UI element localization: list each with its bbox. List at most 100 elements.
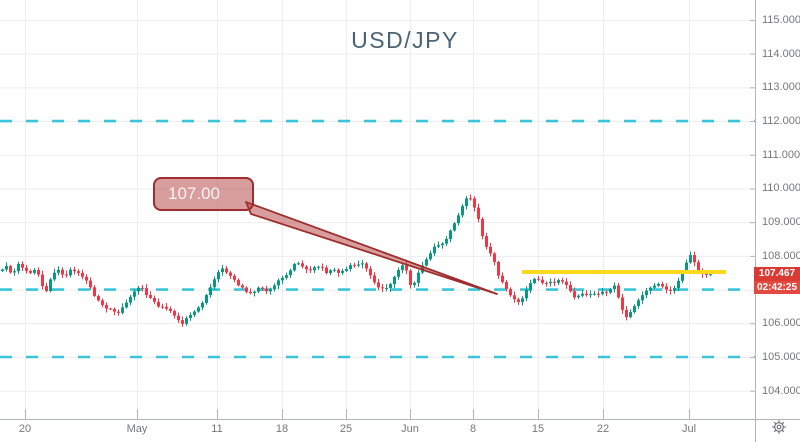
candle-body [505,282,508,289]
candle-body [689,255,692,263]
candle-body [657,283,660,286]
time-axis-label: 22 [596,423,610,435]
candle-body [273,285,276,290]
candle-body [217,272,220,280]
candle-body [613,285,616,290]
candle-body [121,307,124,313]
candle-body [541,279,544,283]
candle-body [653,285,656,288]
candle-body [125,302,128,308]
candle-body [469,198,472,200]
candle-body [617,285,620,298]
candle-body [325,267,328,273]
candle-body [97,296,100,301]
candle-body [137,287,140,292]
candle-body [333,269,336,271]
price-axis-label: 115.000 [762,13,800,26]
price-axis-line [755,0,756,442]
candle-body [561,280,564,282]
candle-body [105,304,108,309]
candle-body [185,318,188,324]
candle-body [433,246,436,254]
price-axis-label: 108.000 [762,249,800,262]
candle-body [685,262,688,272]
candle-body [453,223,456,231]
candle-body [345,268,348,271]
candle-body [169,308,172,311]
candle-body [9,266,12,273]
candle-body [545,282,548,284]
candle-body [65,274,68,276]
time-tick [410,409,411,419]
time-axis-label: 25 [339,423,353,435]
candle-body [629,312,632,318]
candle-body [585,293,588,296]
candle-body [309,269,312,271]
candle-body [493,253,496,262]
candle-body [109,308,112,310]
candle-body [1,269,4,272]
candle-body [377,282,380,288]
candle-body [409,270,412,286]
candle-body [625,309,628,318]
candle-body [141,287,144,289]
candle-body [557,280,560,283]
candle-body [389,284,392,288]
candle-body [461,206,464,216]
candle-body [197,307,200,312]
candle-body [705,273,708,275]
candle-body [301,263,304,267]
candle-body [329,270,332,273]
candle-body [17,263,20,272]
price-axis-label: 112.000 [762,115,800,128]
time-tick [346,409,347,419]
candle-body [641,295,644,301]
candle-body [269,289,272,292]
price-axis-label: 114.000 [762,47,800,60]
candle-body [229,272,232,276]
candle-body [449,230,452,239]
candle-body [401,265,404,270]
time-tick [282,409,283,419]
candle-body [577,295,580,298]
price-callout[interactable]: 107.00 [153,177,254,211]
candle-body [193,311,196,315]
candle-body [593,293,596,295]
candle-body [537,278,540,280]
candle-body [645,290,648,296]
candle-body [473,198,476,208]
candle-body [321,266,324,268]
candle-body [357,264,360,266]
candle-body [365,263,368,269]
candle-body [429,253,432,260]
candle-body [525,289,528,299]
candle-body [317,266,320,268]
candle-body [165,306,168,309]
candle-body [521,298,524,302]
candle-body [481,218,484,237]
candle-body [665,286,668,290]
candle-body [477,207,480,219]
candle-body [61,269,64,275]
candle-body [21,263,24,268]
candle-body [621,297,624,310]
candle-body [245,287,248,292]
candle-body [513,295,516,300]
candle-body [261,287,264,289]
candle-body [405,265,408,271]
candle-body [265,288,268,292]
candle-body [565,281,568,285]
candle-body [53,272,56,280]
price-axis-label: 113.000 [762,81,800,94]
price-callout-label: 107.00 [168,184,220,203]
gear-icon[interactable] [770,418,788,436]
time-axis-line [0,419,800,420]
price-axis-label: 106.000 [762,317,800,330]
time-tick [217,409,218,419]
candle-body [589,294,592,296]
chart-canvas[interactable] [0,0,756,419]
candle-body [285,275,288,278]
candle-body [697,262,700,272]
candle-body [337,269,340,273]
